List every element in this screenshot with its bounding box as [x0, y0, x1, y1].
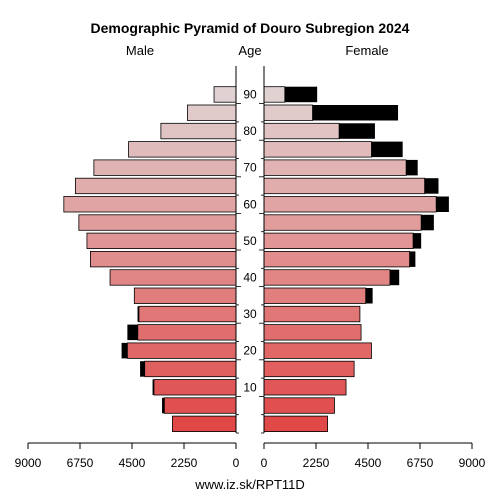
male-bar-20-24: [126, 342, 237, 359]
age-tick-label: 80: [243, 124, 257, 138]
age-tick-label: 50: [243, 234, 257, 248]
male-bar-0-4: [172, 415, 237, 433]
female-excess-bar-80-84: [339, 123, 375, 139]
age-tick-label: 90: [243, 87, 257, 101]
female-excess-bar-75-79: [371, 141, 403, 158]
male-excess-bar-5-9: [162, 397, 165, 414]
female-bar-35-39: [263, 287, 367, 304]
male-bar-60-64: [63, 196, 237, 213]
x-tick-label: 2250: [171, 456, 198, 470]
male-bar-10-14: [153, 379, 237, 396]
footer-source: www.iz.sk/RPT11D: [194, 477, 305, 492]
male-excess-bar-30-34: [137, 306, 139, 322]
male-bar-70-74: [93, 159, 237, 176]
x-tick-label: 0: [261, 456, 268, 470]
male-bar-35-39: [133, 287, 237, 304]
x-tick-label: 0: [233, 456, 240, 470]
female-bar-75-79: [263, 141, 372, 158]
female-bar-45-49: [263, 250, 411, 268]
female-bar-20-24: [263, 342, 372, 359]
age-tick-label: 60: [243, 197, 257, 211]
male-excess-bar-25-29: [127, 324, 138, 341]
age-tick-label: 30: [243, 307, 257, 321]
male-excess-bar-10-14: [152, 379, 154, 395]
male-bar-15-19: [144, 360, 237, 378]
female-excess-bar-90+: [284, 86, 318, 103]
male-bar-45-49: [90, 250, 237, 268]
male-bar-50-54: [86, 232, 237, 250]
male-axis-label: Male: [126, 43, 154, 58]
female-bar-65-69: [263, 177, 426, 195]
x-tick-label: 4500: [355, 456, 382, 470]
female-excess-bar-55-59: [421, 214, 434, 231]
age-axis-label: Age: [238, 43, 261, 58]
female-bar-40-44: [263, 269, 391, 286]
male-bar-55-59: [78, 214, 237, 231]
male-bar-25-29: [137, 324, 237, 341]
age-tick-label: 20: [243, 344, 257, 358]
female-excess-bar-40-44: [389, 269, 400, 286]
female-bar-60-64: [263, 196, 437, 213]
age-tick-label: 70: [243, 161, 257, 175]
female-bar-15-19: [263, 360, 355, 378]
bar-layer: [63, 86, 449, 433]
axis-layer: 10 20 30 40 50 60 70 80 90 9000 6750 4500 2250 0 2250 4…: [15, 66, 486, 470]
female-bar-80-84: [263, 122, 340, 140]
male-bar-5-9: [163, 397, 237, 414]
x-tick-label: 6750: [407, 456, 434, 470]
female-excess-bar-65-69: [424, 178, 439, 194]
male-bar-85-89: [187, 104, 237, 121]
chart-title: Demographic Pyramid of Douro Subregion 2…: [91, 20, 410, 36]
female-bar-30-34: [263, 305, 361, 323]
female-bar-55-59: [263, 214, 422, 231]
female-excess-bar-85-89: [312, 105, 399, 121]
male-bar-65-69: [74, 177, 237, 195]
female-bar-50-54: [263, 232, 414, 250]
female-bar-90+: [263, 86, 286, 103]
male-excess-bar-15-19: [140, 361, 145, 377]
male-bar-80-84: [160, 122, 237, 140]
male-bar-90+: [213, 86, 237, 103]
female-excess-bar-50-54: [413, 233, 422, 249]
x-tick-label: 6750: [67, 456, 94, 470]
female-bar-85-89: [263, 104, 313, 121]
female-bar-0-4: [263, 415, 328, 433]
female-bar-70-74: [263, 159, 407, 176]
female-bar-25-29: [263, 324, 362, 341]
female-bar-5-9: [263, 397, 335, 414]
female-excess-bar-45-49: [409, 251, 416, 267]
x-tick-label: 9000: [15, 456, 42, 470]
male-bar-75-79: [128, 141, 237, 158]
male-bar-40-44: [109, 269, 237, 286]
x-tick-label: 4500: [119, 456, 146, 470]
male-excess-bar-20-24: [121, 342, 128, 359]
female-excess-bar-70-74: [406, 159, 418, 176]
female-excess-bar-60-64: [436, 196, 449, 212]
age-tick-label: 40: [243, 270, 257, 284]
x-tick-label: 9000: [459, 456, 486, 470]
x-tick-label: 2250: [303, 456, 330, 470]
female-axis-label: Female: [345, 43, 388, 58]
male-bar-30-34: [138, 305, 237, 323]
age-tick-label: 10: [243, 380, 257, 394]
female-bar-10-14: [263, 379, 347, 396]
female-excess-bar-35-39: [365, 288, 373, 304]
